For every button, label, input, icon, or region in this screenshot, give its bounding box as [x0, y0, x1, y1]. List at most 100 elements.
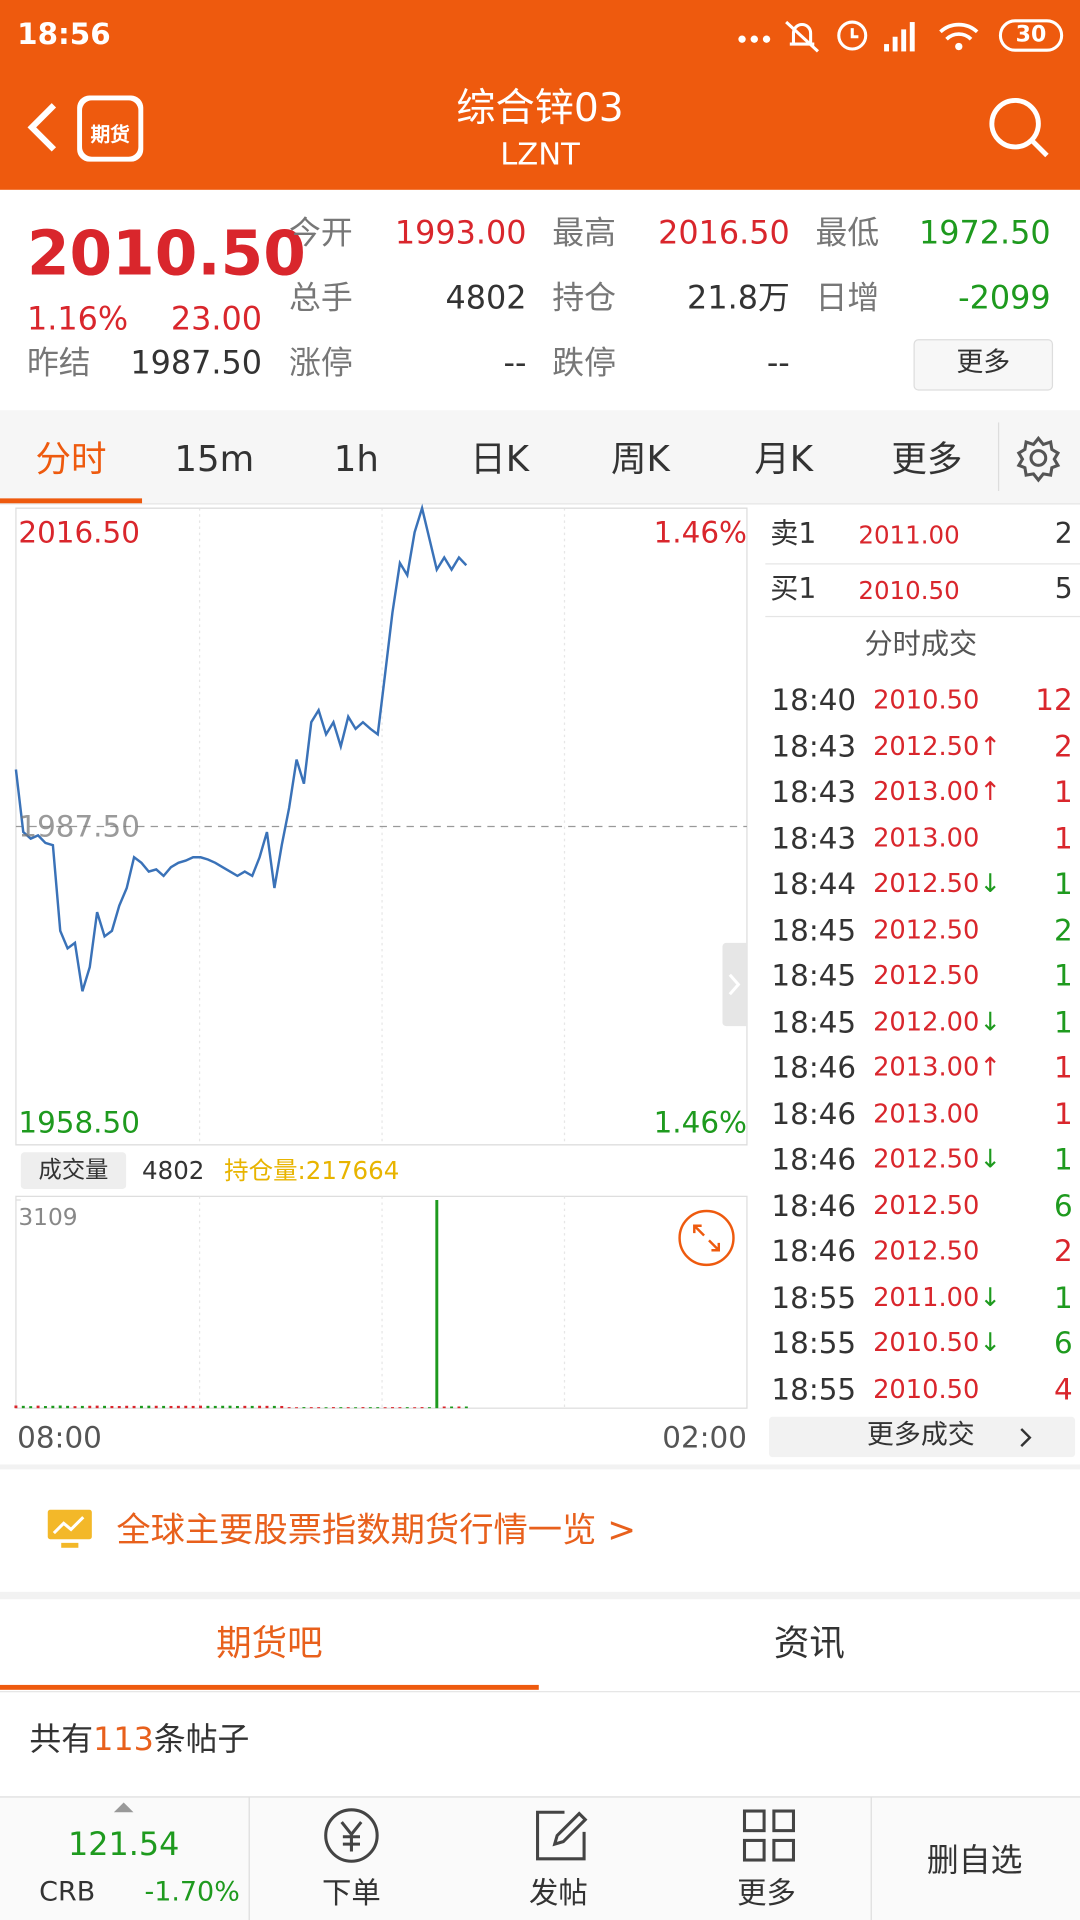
- volume-bar: [117, 1406, 121, 1409]
- trade-qty: 12: [1035, 683, 1073, 718]
- period-tab[interactable]: 分时: [35, 437, 107, 480]
- volume-bar: [354, 1407, 358, 1409]
- period-tab[interactable]: 15m: [174, 437, 255, 480]
- trade-price: 2010.50: [873, 685, 980, 715]
- trade-price: 2012.50↓: [873, 871, 1001, 897]
- volume-bar: [339, 1407, 343, 1409]
- status-time: 18:56: [17, 17, 111, 52]
- field-label: 今开: [288, 215, 353, 253]
- volume-bar: [162, 1405, 166, 1409]
- y-tick-label: 2016.50: [18, 515, 140, 550]
- banner-link[interactable]: 全球主要股票指数期货行情一览 >: [116, 1509, 636, 1551]
- field-value: 1993.00: [394, 215, 527, 253]
- volume-bar: [14, 1405, 18, 1409]
- volume-chart: [14, 1195, 748, 1409]
- crb-value: 121.54: [67, 1826, 180, 1864]
- app-icon-inner: [82, 100, 139, 157]
- volume-bar: [383, 1407, 387, 1409]
- volume-bar: [221, 1405, 225, 1409]
- volume-bar: [184, 1405, 188, 1409]
- more-icon: [742, 1809, 796, 1862]
- volume-bar: [250, 1405, 254, 1409]
- volume-total: 4802: [142, 1155, 205, 1186]
- news-tab[interactable]: 资讯: [773, 1621, 845, 1664]
- last-price: 2010.50: [26, 217, 306, 289]
- field-value: 2016.50: [658, 215, 790, 253]
- trade-time: 18:40: [771, 683, 857, 718]
- period-tab[interactable]: 周K: [611, 437, 670, 480]
- pct-label: 1.46%: [653, 515, 747, 550]
- trade-direction: ↑: [979, 776, 1001, 807]
- field-label: 日增: [815, 280, 880, 318]
- volume-bar: [295, 1407, 298, 1409]
- back-button[interactable]: [24, 103, 61, 152]
- volume-bar: [73, 1406, 77, 1409]
- more-button-label: 更多: [956, 347, 1011, 379]
- book-divider: [765, 615, 1080, 618]
- settings-button[interactable]: [1016, 435, 1061, 483]
- period-tab[interactable]: 月K: [754, 437, 814, 480]
- trade-price: 2012.50: [873, 1238, 979, 1265]
- remove-watchlist-button[interactable]: 删自选: [926, 1842, 1023, 1880]
- expand-chart-button[interactable]: [677, 1209, 736, 1268]
- volume-bar: [331, 1407, 335, 1409]
- volume-bar: [58, 1405, 62, 1409]
- volume-bar: [36, 1405, 40, 1409]
- post-suffix: 条帖子: [153, 1721, 250, 1759]
- trade-time: 18:45: [771, 958, 857, 994]
- volume-bar: [88, 1405, 92, 1409]
- price-line: [14, 503, 468, 992]
- trade-time: 18:46: [771, 1050, 857, 1085]
- volume-bar: [280, 1405, 284, 1409]
- field-value: 21.8万: [687, 280, 790, 318]
- volume-bar: [95, 1405, 99, 1409]
- search-button[interactable]: [987, 96, 1051, 160]
- crb-change: -1.70%: [144, 1877, 240, 1908]
- period-tab[interactable]: 1h: [333, 437, 379, 480]
- change-pct: 1.16%: [26, 301, 129, 338]
- post-icon: [536, 1810, 588, 1861]
- more-trades-button[interactable]: [768, 1416, 1076, 1458]
- book-qty: 2: [1054, 518, 1073, 551]
- order-button[interactable]: 下单: [322, 1875, 381, 1911]
- volume-bar: [132, 1405, 136, 1409]
- banner-icon: [47, 1509, 92, 1548]
- trade-price-value: 2010.50: [873, 685, 980, 715]
- trade-price-value: 2012.50: [873, 1144, 980, 1174]
- trade-price-value: 2013.00: [873, 822, 980, 853]
- more-menu-button[interactable]: 更多: [737, 1875, 796, 1911]
- trade-price: 2011.00↓: [873, 1284, 1001, 1311]
- volume-button[interactable]: [20, 1152, 127, 1189]
- field-value: --: [503, 345, 527, 383]
- side-expand-tab[interactable]: [722, 942, 747, 1027]
- post-prefix: 共有: [29, 1721, 94, 1759]
- trade-qty: 2: [1053, 912, 1073, 948]
- trade-price-value: 2012.50: [873, 960, 980, 991]
- period-tab[interactable]: 更多: [891, 437, 963, 480]
- trade-qty: 1: [1053, 1142, 1073, 1177]
- trade-qty: 1: [1053, 1050, 1073, 1085]
- volume-tick-label: 3109: [18, 1204, 78, 1232]
- bottom-divider: [870, 1797, 872, 1920]
- more-button[interactable]: [913, 339, 1054, 391]
- header-subtitle: LZNT: [500, 136, 580, 173]
- trade-price-value: 2013.00: [873, 1052, 980, 1082]
- volume-bar: [43, 1406, 47, 1409]
- period-tab[interactable]: 日K: [470, 437, 530, 480]
- book-side: 卖1: [770, 518, 817, 551]
- field-value: -2099: [958, 280, 1051, 318]
- field-label: 最低: [815, 215, 880, 253]
- forum-tab[interactable]: 期货吧: [216, 1621, 323, 1664]
- post-button[interactable]: 发帖: [528, 1875, 588, 1911]
- trade-time: 18:45: [771, 1004, 857, 1039]
- volume-bar: [398, 1407, 402, 1409]
- trade-time: 18:46: [771, 1142, 857, 1177]
- volume-bar: [243, 1405, 247, 1409]
- prev-close-label: 昨结: [26, 345, 91, 383]
- trade-qty: 1: [1053, 1280, 1073, 1315]
- volume-bar: [324, 1407, 328, 1409]
- volume-bar: [228, 1405, 232, 1409]
- volume-bar: [272, 1405, 276, 1409]
- trade-price-value: 2013.00: [873, 1098, 980, 1128]
